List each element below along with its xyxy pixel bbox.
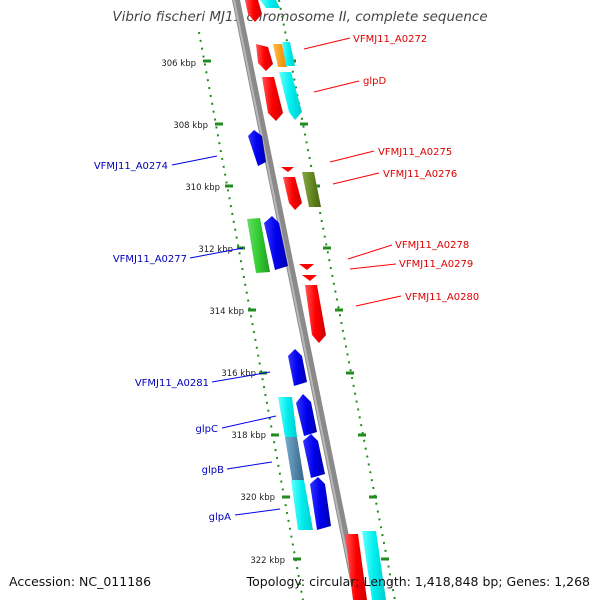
topology-info: Topology: circular; Length: 1,418,848 bp… [246,574,590,589]
tick-label-322: 322 kbp [250,556,285,566]
tick-label-308: 308 kbp [173,121,208,131]
reverse-leader-lines [171,155,281,516]
gene-bottom-cyan[interactable] [362,531,386,600]
label-glpD: glpD [363,76,386,87]
gene-VFMJ11_A0281[interactable] [288,349,307,386]
label-VFMJ11_A0281: VFMJ11_A0281 [135,378,209,389]
tick-label-314: 314 kbp [209,307,244,317]
gene-top-red[interactable] [245,0,262,22]
outer-tick-track [278,0,396,600]
gene-glpA-cyan[interactable] [291,480,313,530]
gene-glpC-blue[interactable] [296,394,317,436]
gene-top-cyan[interactable] [260,0,280,8]
gene-glpD-red[interactable] [262,77,283,121]
tick-label-306: 306 kbp [161,59,196,69]
map-title: Vibrio fischeri MJ11 chromosome II, comp… [112,9,488,25]
tick-label-310: 310 kbp [185,183,220,193]
gene-bottom-red[interactable] [345,534,367,600]
gene-glpB-steel[interactable] [285,437,304,480]
gene-VFMJ11_A0276-olive[interactable] [302,172,321,207]
label-VFMJ11_A0272: VFMJ11_A0272 [353,34,427,45]
label-VFMJ11_A0275: VFMJ11_A0275 [378,147,452,158]
gene-VFMJ11_A0279[interactable] [302,275,317,281]
tick-label-316: 316 kbp [221,369,256,379]
gene-VFMJ11_A0278[interactable] [299,264,314,270]
tick-label-318: 318 kbp [231,431,266,441]
label-VFMJ11_A0274: VFMJ11_A0274 [94,161,168,172]
tick-label-320: 320 kbp [240,493,275,503]
gene-cyan-small[interactable] [282,42,295,66]
gene-glpD-cyan[interactable] [279,72,302,120]
backbone-highlight [233,0,357,600]
gene-VFMJ11_A0274[interactable] [248,130,266,166]
gene-orange[interactable] [273,44,287,67]
gene-VFMJ11_A0275[interactable] [281,167,294,172]
reverse-strand-genes [247,130,331,530]
gene-glpA-blue[interactable] [310,477,331,530]
label-glpB: glpB [202,465,224,476]
label-VFMJ11_A0276: VFMJ11_A0276 [383,169,457,180]
label-glpA: glpA [209,512,231,523]
major-ticks [203,59,389,561]
label-VFMJ11_A0278: VFMJ11_A0278 [395,240,469,251]
gene-VFMJ11_A0276-red[interactable] [283,177,302,210]
label-VFMJ11_A0280: VFMJ11_A0280 [405,292,479,303]
gene-VFMJ11_A0277-green[interactable] [247,218,270,273]
tick-label-312: 312 kbp [198,245,233,255]
gene-glpB-blue[interactable] [303,434,325,478]
label-VFMJ11_A0277: VFMJ11_A0277 [113,254,187,265]
gene-VFMJ11_A0272[interactable] [256,44,273,71]
gene-VFMJ11_A0280[interactable] [305,285,326,343]
accession-info: Accession: NC_011186 [9,574,152,589]
forward-leader-lines [303,37,402,307]
label-glpC: glpC [196,424,218,435]
gene-VFMJ11_A0277-blue[interactable] [264,216,288,270]
inner-tick-track [198,31,304,600]
gene-glpC-cyan[interactable] [278,397,297,437]
label-VFMJ11_A0279: VFMJ11_A0279 [399,259,473,270]
forward-strand-genes [245,0,386,600]
